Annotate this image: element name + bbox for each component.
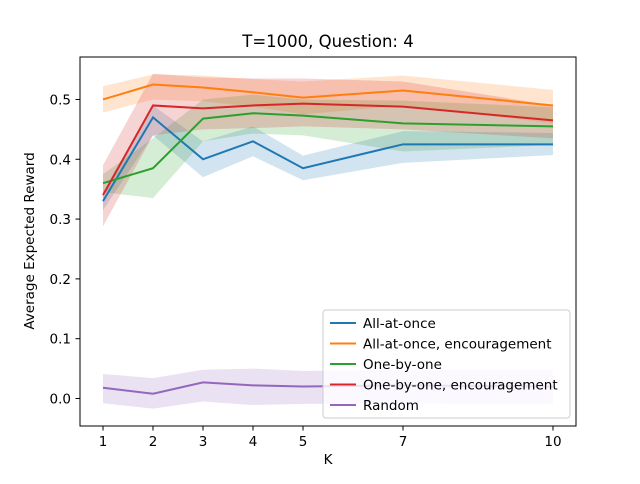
band-one-by-one <box>103 94 553 199</box>
x-tick-label: 1 <box>99 434 108 450</box>
legend-label-all-at-once: All-at-once <box>363 316 436 332</box>
plot-border <box>79 56 577 427</box>
band-one-by-one-encouragement <box>103 73 553 227</box>
x-tick-label: 7 <box>399 434 408 450</box>
x-axis-ticks: 1 2 3 4 5 7 10 <box>99 426 562 450</box>
series-line-one-by-one <box>102 112 554 185</box>
x-tick-label: 10 <box>544 434 561 450</box>
y-tick-label: 0.3 <box>50 212 71 228</box>
legend-box <box>322 309 571 419</box>
series-line-one-by-one-encouragement <box>102 102 554 196</box>
legend-item-all-at-once: All-at-once <box>330 316 436 332</box>
y-axis-label: Average Expected Reward <box>22 152 38 329</box>
series-line-all-at-once <box>102 115 553 202</box>
y-tick-label: 0.1 <box>50 332 71 348</box>
x-tick-label: 2 <box>149 434 158 450</box>
legend-item-random: Random <box>330 398 419 414</box>
y-tick-label: 0.5 <box>50 92 71 108</box>
legend-label-one-by-one: One-by-one <box>363 357 442 373</box>
band-all-at-once <box>103 105 553 211</box>
chart-title: T=1000, Question: 4 <box>241 32 414 51</box>
x-tick-label: 4 <box>249 434 258 450</box>
legend-item-all-at-once-encouragement: All-at-once, encouragement <box>330 337 552 353</box>
band-all-at-once-encouragement <box>103 74 553 124</box>
y-tick-label: 0.4 <box>50 152 71 168</box>
y-axis-ticks: 0.0 0.1 0.2 0.3 0.4 0.5 <box>50 92 80 407</box>
legend-label-random: Random <box>363 398 419 414</box>
x-axis-label: K <box>324 452 334 468</box>
series-line-all-at-once-encouragement <box>102 83 554 107</box>
x-tick-label: 5 <box>299 434 308 450</box>
y-tick-label: 0.2 <box>50 272 71 288</box>
legend-item-one-by-one-encouragement: One-by-one, encouragement <box>330 378 558 394</box>
legend-label-all-at-once-encouragement: All-at-once, encouragement <box>363 337 552 353</box>
y-tick-label: 0.0 <box>50 391 71 407</box>
x-tick-label: 3 <box>199 434 208 450</box>
legend: All-at-once All-at-once, encouragement One… <box>322 309 571 419</box>
series-lines <box>102 83 554 395</box>
legend-item-one-by-one: One-by-one <box>330 357 442 373</box>
legend-label-one-by-one-encouragement: One-by-one, encouragement <box>363 378 558 394</box>
